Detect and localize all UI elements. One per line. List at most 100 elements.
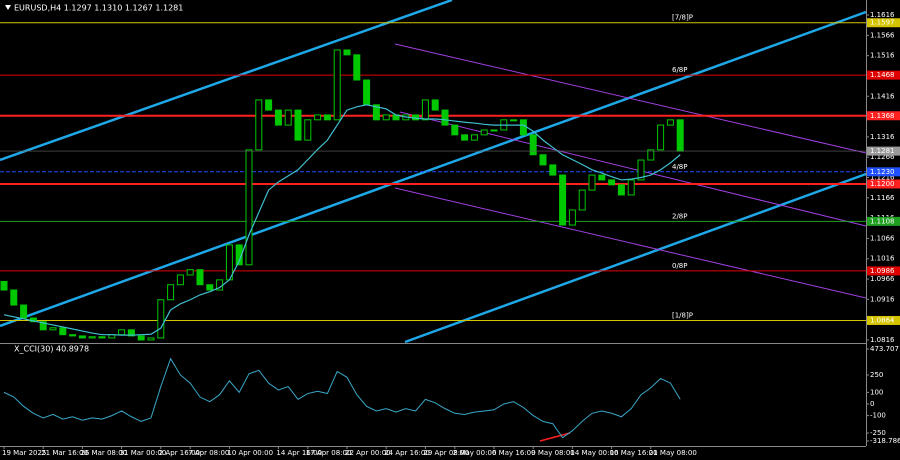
y-tick-label: 1.0966 [870,275,895,283]
level-price-label: 1.0986 [870,267,895,275]
indicator-title: X_CCI(30) 40.8978 [14,345,89,354]
candle-body [20,304,28,319]
candle-body [382,114,390,121]
candle-body [461,134,469,141]
cci-line [3,357,681,439]
candle-body [657,124,665,151]
y-tick-label: 1.1016 [870,255,895,263]
candle-body [627,179,635,196]
channel-line [0,10,867,328]
level-price-box [867,179,900,189]
trend-line [399,111,867,227]
candle-body [480,129,488,136]
candle-body [78,335,86,339]
y-tick-label: 1.1316 [870,133,895,141]
level-price-box [867,18,900,28]
x-tick-label: 14 Apr 16:00 [276,449,322,457]
candle-body [304,119,312,141]
y-tick-label: 1.1066 [870,234,895,242]
candle-body [519,119,527,136]
x-tick-label: 17 Apr 08:00 [306,449,352,457]
divergence-line [539,432,571,442]
candle-body [451,124,459,136]
x-tick-label: 2 May 00:00 [453,449,497,457]
level-price-box [867,266,900,276]
y-tick-label: 1.0816 [870,336,895,344]
candle-body [127,329,135,337]
last-price-label: 1.1281 [870,147,895,155]
candle-body [559,174,567,226]
candle-body [666,119,674,126]
candle-body [10,289,18,306]
candle-body [363,79,371,106]
level-name: [1/8]P [672,311,693,319]
level-name: 2/8P [672,212,688,220]
candle-body [39,321,47,331]
candle-body [49,327,57,331]
cci-tick-label: -318.786 [870,437,900,445]
level-price-label: 1.1468 [870,71,895,79]
collapse-icon [5,5,11,10]
level-price-label: 1.1230 [870,168,895,176]
candle-body [676,119,684,152]
cci-tick-label: 473.707 [870,345,899,353]
last-price-box [867,146,900,156]
candle-body [274,109,282,126]
x-tick-label: 24 Apr 16:00 [384,449,430,457]
candle-body [608,179,616,186]
level-price-box [867,167,900,177]
candle-body [265,99,273,111]
x-tick-label: 19 Mar 2025 [2,449,46,457]
level-price-box [867,315,900,325]
x-tick-label: 21 May 08:00 [649,449,697,457]
y-tick-label: 1.1616 [870,11,895,19]
candle-body [568,209,576,226]
cci-tick-label: 250 [870,371,883,379]
x-tick-label: 22 Apr 00:00 [345,449,391,457]
cci-tick-label: 100 [870,388,883,396]
candle-body [196,269,204,286]
level-price-label: 1.0864 [870,316,895,324]
level-price-label: 1.1108 [870,217,895,225]
y-tick-label: 1.1416 [870,92,895,100]
candle-body [69,334,77,337]
candle-body [353,54,361,81]
level-price-box [867,216,900,226]
cci-tick-label: 0 [870,400,874,408]
candle-body [176,274,184,286]
candle-body [647,149,655,161]
candle-body [0,280,8,291]
level-name: 6/8P [672,66,688,74]
candle-body [510,119,518,122]
candle-body [167,284,175,301]
candle-body [343,49,351,56]
candle-body [206,284,214,291]
candle-body [372,104,380,121]
x-tick-label: 14 May 00:00 [570,449,618,457]
candle-body [157,299,165,339]
x-tick-label: 16 May 16:00 [610,449,658,457]
candle-body [637,159,645,181]
candle-body [98,336,106,339]
cci-tick-label: -100 [870,412,886,420]
candle-body [235,244,243,266]
candle-body [323,114,331,121]
level-price-label: 1.1368 [870,112,895,120]
chart-header: EURUSD,H4 1.1297 1.1310 1.1267 1.1281 [14,4,183,13]
candle-body [539,154,547,166]
candle-body [118,329,126,336]
candle-body [549,164,557,176]
x-tick-label: 29 Apr 08:00 [423,449,469,457]
channel-line [404,172,867,344]
candle-body [421,99,429,121]
candle-body [294,109,302,141]
trend-line [394,43,867,154]
channel-line [0,0,453,162]
y-tick-label: 1.1166 [870,194,895,202]
candle-body [314,114,322,121]
y-tick-label: 1.1216 [870,173,895,181]
x-tick-label: 7 Apr 08:00 [188,449,229,457]
candle-body [470,134,478,141]
